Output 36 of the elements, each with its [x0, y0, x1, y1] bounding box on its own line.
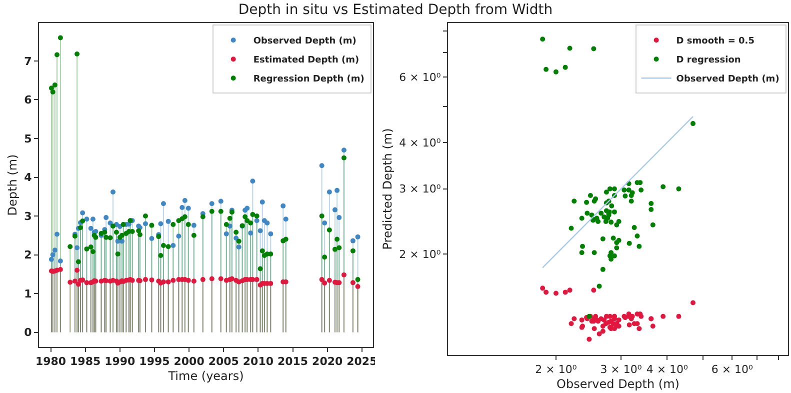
x-tick-label: 4 × 10⁰: [646, 363, 689, 376]
x-axis-title: Time (years): [167, 369, 244, 384]
y-axis-title: Predicted Depth (m): [380, 128, 394, 250]
y-tick-label: 1: [24, 287, 32, 300]
y-tick-label: 5: [24, 132, 32, 146]
x-tick-label: 2 × 10⁰: [535, 363, 578, 376]
y-tick-label: 7: [24, 54, 32, 68]
y-tick-label: 4: [24, 171, 32, 184]
legend-label: D regression: [676, 56, 741, 66]
legend-label: D smooth = 0.5: [676, 36, 754, 47]
x-tick-label: 2020: [312, 355, 344, 368]
x-tick-label: 2005: [208, 355, 239, 368]
x-tick-label: 1985: [70, 355, 101, 368]
chart-title: Depth in situ vs Estimated Depth from Width: [237, 2, 554, 18]
y-tick-label: 4 × 10⁰: [399, 136, 442, 150]
x-tick-label: 2010: [242, 355, 274, 368]
x-tick-label: 1995: [139, 355, 170, 368]
y-tick-label: 3 × 10⁰: [399, 182, 442, 196]
y-tick-label: 2 × 10⁰: [399, 248, 442, 262]
x-tick-label: 1980: [35, 355, 66, 368]
x-tick-label: 3 × 10⁰: [600, 363, 642, 376]
y-tick-label: 0: [24, 326, 32, 340]
y-axis-title: Depth (m): [5, 154, 20, 216]
x-tick-label: 6 × 10⁰: [711, 363, 754, 376]
x-tick-label: 2015: [277, 355, 308, 368]
y-tick-label: 6: [24, 94, 32, 107]
y-tick-label: 6 × 10⁰: [399, 71, 442, 84]
legend-label: Observed Depth (m): [253, 36, 356, 47]
legend-label: Regression Depth (m): [253, 74, 364, 85]
y-tick-label: 2: [24, 248, 32, 262]
x-tick-label: 1990: [104, 355, 136, 368]
x-tick-label: 2000: [174, 355, 205, 368]
legend-label: Estimated Depth (m): [253, 56, 360, 66]
x-axis-title: Observed Depth (m): [556, 377, 680, 392]
y-tick-label: 3: [24, 210, 32, 223]
legend-label: Observed Depth (m): [676, 74, 780, 85]
